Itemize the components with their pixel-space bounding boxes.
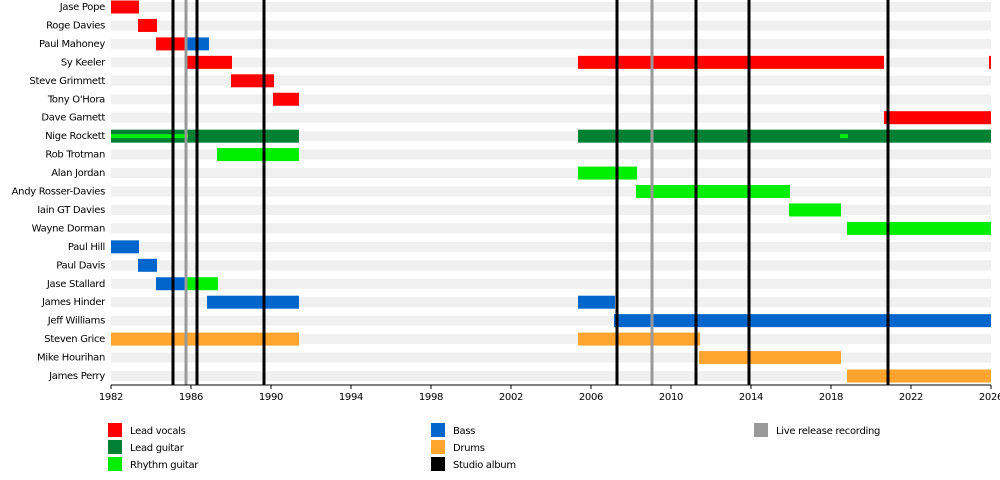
x-tick-label: 2002	[499, 392, 523, 403]
member-bar	[187, 277, 218, 291]
legend-swatch	[108, 423, 122, 437]
row-band	[111, 131, 991, 142]
legend-label: Lead guitar	[130, 443, 185, 454]
member-name: Roge Davies	[46, 20, 105, 31]
x-tick-label: 1986	[179, 392, 203, 403]
member-bar	[614, 314, 991, 328]
member-bar	[847, 221, 991, 235]
row-band	[111, 278, 991, 289]
legend-swatch	[431, 423, 445, 437]
member-bar	[578, 295, 615, 309]
member-name: Jeff Williams	[47, 316, 105, 327]
legend-label: Lead vocals	[130, 426, 186, 437]
legend-swatch	[108, 440, 122, 454]
row-band	[111, 2, 991, 12]
member-name: Steve Grimmett	[29, 76, 105, 87]
member-bar	[789, 203, 841, 217]
row-band	[111, 241, 991, 252]
member-bar	[578, 55, 884, 69]
member-bar	[231, 74, 274, 88]
legend-swatch	[431, 457, 445, 471]
row-band	[111, 297, 991, 308]
legend-swatch	[431, 440, 445, 454]
legend-label: Live release recording	[776, 426, 880, 437]
member-name: Dave Garnett	[41, 113, 105, 124]
x-tick-label: 1990	[259, 392, 283, 403]
row-band	[111, 334, 991, 345]
member-name: Iain GT Davies	[37, 205, 105, 216]
x-tick-label: 1982	[99, 392, 123, 403]
legend-swatch	[108, 457, 122, 471]
member-bar	[884, 111, 991, 125]
member-bar	[111, 129, 299, 143]
member-name: James Perry	[48, 371, 105, 382]
row-band	[111, 371, 991, 381]
row-band	[111, 186, 991, 197]
row-band	[111, 75, 991, 86]
member-bar	[207, 295, 299, 309]
member-bar	[111, 0, 139, 14]
member-bar	[636, 185, 790, 198]
member-bar	[111, 240, 139, 254]
legend-label: Bass	[453, 426, 475, 437]
x-tick-label: 2006	[579, 392, 603, 403]
member-name: Rob Trotman	[45, 150, 105, 161]
row-band	[111, 260, 991, 271]
legend-label: Drums	[453, 443, 485, 454]
member-bar	[111, 134, 188, 139]
x-tick-label: 2014	[739, 392, 763, 403]
member-name: Jase Stallard	[46, 279, 105, 290]
member-name: Tony O'Hora	[47, 94, 105, 105]
member-bar	[840, 134, 848, 139]
member-bar	[217, 148, 299, 162]
member-name: Paul Mahoney	[39, 39, 105, 50]
member-bar	[989, 55, 991, 69]
row-band	[111, 223, 991, 234]
x-tick-label: 2010	[659, 392, 683, 403]
x-tick-label: 1994	[339, 392, 363, 403]
member-name: Wayne Dorman	[32, 223, 105, 234]
row-band	[111, 112, 991, 123]
row-band	[111, 20, 991, 31]
member-bar	[847, 369, 991, 383]
member-name: Paul Hill	[68, 242, 105, 253]
member-name: James Hinder	[41, 297, 106, 308]
member-bar	[578, 332, 700, 346]
row-band	[111, 38, 991, 49]
legend-label: Rhythm guitar	[130, 460, 199, 471]
x-tick-label: 2026	[979, 392, 1000, 403]
row-band	[111, 149, 991, 160]
member-name: Nige Rockett	[45, 131, 105, 142]
row-band	[111, 352, 991, 363]
member-bar	[111, 332, 299, 346]
member-name: Jase Pope	[59, 2, 105, 13]
row-band	[111, 57, 991, 68]
member-bar	[578, 129, 991, 143]
member-name: Alan Jordan	[51, 168, 105, 179]
member-name: Steven Grice	[44, 334, 105, 345]
row-band	[111, 94, 991, 105]
x-tick-label: 1998	[419, 392, 443, 403]
x-tick-label: 2018	[819, 392, 843, 403]
member-name: Mike Hourihan	[37, 353, 105, 364]
member-bar	[187, 55, 232, 69]
member-bar	[578, 166, 637, 180]
member-bar	[273, 92, 299, 106]
member-name: Andy Rosser-Davies	[12, 187, 105, 198]
member-name: Sy Keeler	[61, 57, 106, 68]
row-band	[111, 168, 991, 179]
member-bar	[699, 351, 841, 365]
legend-label: Studio album	[453, 460, 516, 471]
row-band	[111, 204, 991, 215]
member-bar	[138, 18, 157, 32]
member-bar	[138, 258, 157, 272]
x-tick-label: 2022	[899, 392, 923, 403]
row-band	[111, 315, 991, 326]
member-name: Paul Davis	[56, 260, 105, 271]
legend-swatch	[754, 423, 768, 437]
